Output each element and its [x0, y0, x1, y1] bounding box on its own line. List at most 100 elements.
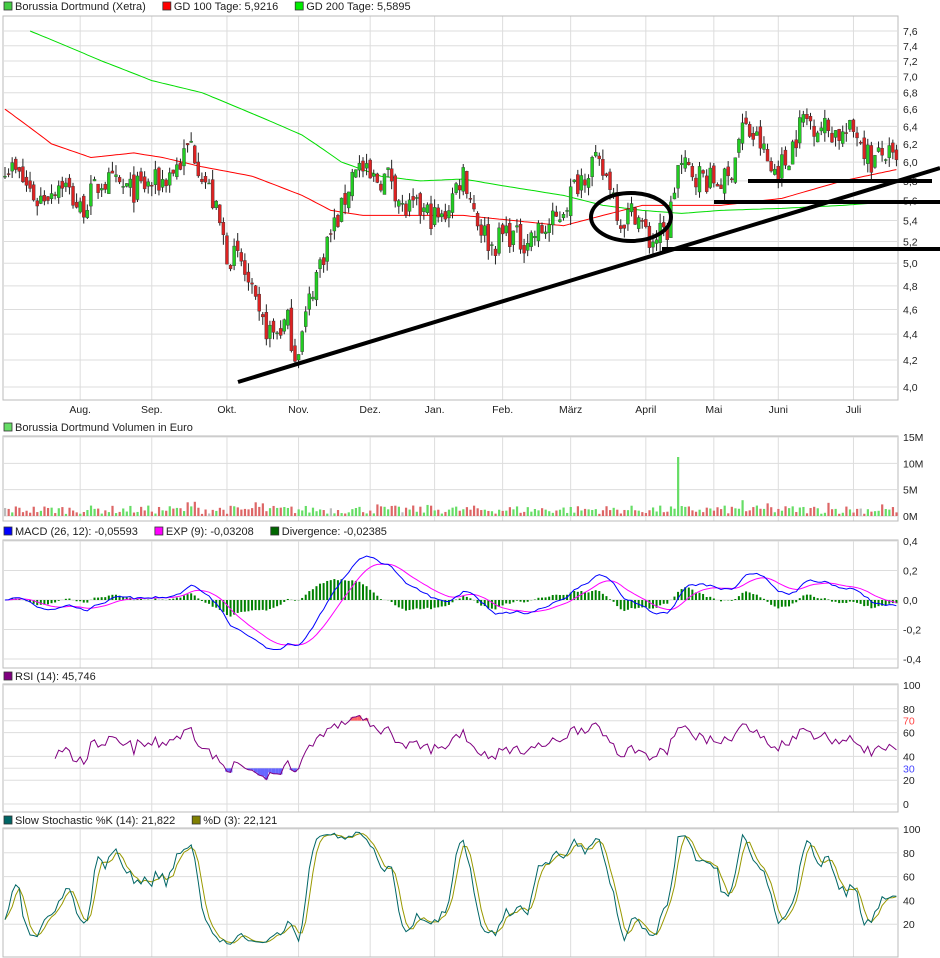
candle — [604, 172, 609, 178]
rsi-tick: 100 — [903, 680, 921, 692]
candle — [250, 278, 254, 294]
volume-tick: 0M — [903, 511, 918, 523]
volume-bar — [712, 510, 716, 516]
candle-body — [690, 166, 695, 178]
divergence-bar — [247, 600, 250, 612]
macd-tick: 0,2 — [903, 566, 918, 578]
candle-body — [10, 162, 14, 172]
volume-bar — [780, 510, 784, 516]
divergence-bar — [515, 600, 518, 601]
volume-bar — [387, 509, 390, 516]
candle-body — [368, 159, 372, 179]
candle — [400, 194, 405, 212]
volume-bar — [555, 510, 558, 516]
legend-label: Borussia Dortmund Volumen in Euro — [15, 422, 193, 434]
volume-bar — [870, 511, 873, 516]
candle — [60, 176, 64, 198]
candle — [239, 248, 243, 267]
divergence-bar — [594, 590, 597, 600]
volume-bar — [487, 510, 490, 516]
volume-bar — [619, 513, 622, 516]
candle — [21, 158, 25, 184]
candle — [475, 211, 480, 231]
rsi-oversold-fill — [268, 768, 272, 773]
volume-bar — [433, 510, 436, 516]
divergence-bar — [311, 589, 314, 600]
divergence-bar — [737, 596, 740, 600]
candle-body — [253, 285, 258, 297]
candle-body — [586, 178, 591, 188]
volume-bar — [175, 507, 179, 516]
candle — [447, 205, 451, 228]
divergence-bar — [673, 596, 676, 600]
candle-body — [536, 223, 541, 242]
candle-body — [511, 230, 516, 245]
candle-body — [676, 165, 680, 189]
volume-bar — [888, 509, 891, 516]
candle-body — [644, 219, 648, 227]
divergence-bar — [498, 600, 501, 607]
candle-body — [157, 167, 161, 191]
candle-body — [751, 133, 755, 140]
volume-bar — [551, 512, 554, 516]
candle — [744, 111, 748, 126]
candle-body — [361, 160, 365, 172]
divergence-bar — [50, 600, 53, 604]
candle — [200, 172, 204, 185]
volume-bar — [609, 510, 612, 516]
candle-body — [848, 120, 852, 130]
volume-bar — [759, 508, 762, 516]
volume-bar — [419, 506, 422, 516]
candle-body — [747, 124, 752, 137]
divergence-bar — [82, 600, 85, 603]
divergence-bar — [816, 598, 819, 600]
candle-body — [85, 210, 90, 218]
candle-body — [687, 162, 691, 165]
volume-bar — [7, 508, 10, 516]
candle — [368, 158, 372, 179]
candle-body — [382, 173, 387, 195]
candle-body — [193, 145, 197, 164]
volume-bar — [483, 509, 486, 516]
divergence-bar — [362, 584, 364, 600]
candle — [372, 169, 376, 182]
legend-swatch — [3, 815, 13, 825]
volume-bar — [39, 510, 42, 516]
divergence-bar — [863, 600, 866, 607]
volume-bar — [93, 508, 96, 516]
rsi-tick: 60 — [903, 728, 915, 740]
divergence-bar — [895, 600, 898, 604]
divergence-bar — [447, 600, 450, 605]
candle — [554, 205, 559, 217]
divergence-bar — [523, 600, 526, 603]
volume-bar — [476, 508, 479, 516]
divergence-bar — [104, 597, 107, 600]
candle-body — [447, 210, 451, 219]
candle-body — [307, 293, 311, 310]
candle-body — [271, 320, 276, 333]
divergence-bar — [859, 600, 862, 604]
divergence-bar — [97, 597, 100, 600]
candle-body — [855, 132, 859, 139]
volume-bar — [304, 505, 307, 516]
candle-body — [296, 354, 301, 361]
divergence-bar — [745, 591, 748, 600]
divergence-bar — [795, 600, 798, 603]
candle — [629, 196, 634, 217]
volume-bar — [430, 505, 433, 516]
candle-body — [844, 132, 848, 134]
candle-body — [246, 271, 251, 283]
candle — [293, 338, 297, 364]
divergence-bar — [333, 579, 336, 600]
candle — [96, 183, 100, 199]
candle — [833, 130, 838, 147]
volume-bar — [165, 510, 168, 516]
divergence-bar — [623, 600, 626, 611]
candle — [837, 128, 841, 150]
divergence-bar — [626, 600, 629, 610]
volume-bar — [716, 507, 719, 516]
candle-body — [429, 203, 433, 230]
volume-bar — [472, 505, 476, 516]
candle — [687, 158, 691, 166]
volume-bar — [691, 510, 694, 516]
